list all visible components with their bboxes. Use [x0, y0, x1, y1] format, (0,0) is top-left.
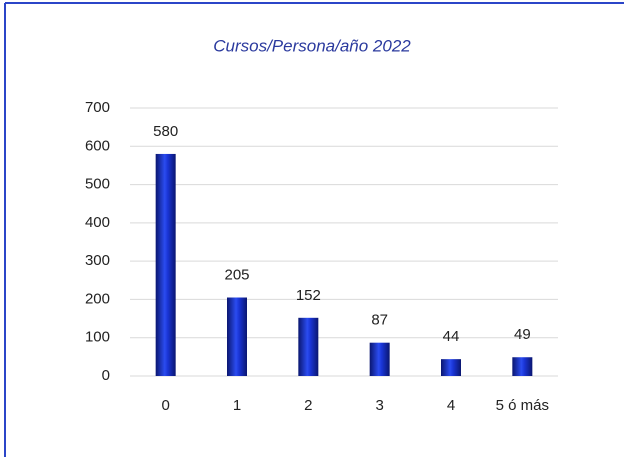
- bar: [369, 342, 390, 376]
- bar: [441, 359, 461, 376]
- x-tick-label: 4: [447, 397, 455, 414]
- bar: [155, 153, 176, 376]
- data-label: 580: [153, 123, 178, 140]
- data-label: 49: [514, 326, 531, 343]
- data-label: 205: [224, 266, 249, 283]
- data-label: 87: [371, 312, 388, 329]
- y-tick-label: 200: [85, 290, 110, 307]
- y-tick-label: 100: [85, 329, 110, 346]
- y-tick-label: 0: [102, 367, 110, 384]
- x-tick-label: 5 ó más: [496, 397, 549, 414]
- bar: [512, 357, 533, 376]
- x-tick-label: 2: [304, 397, 312, 414]
- x-tick-label: 3: [375, 397, 383, 414]
- y-tick-label: 700: [85, 99, 110, 116]
- bar: [227, 297, 247, 376]
- x-tick-label: 0: [161, 397, 169, 414]
- data-label: 152: [296, 287, 321, 304]
- y-tick-label: 500: [85, 176, 110, 193]
- y-tick-label: 600: [85, 137, 110, 154]
- y-tick-label: 300: [85, 252, 110, 269]
- y-tick-label: 400: [85, 214, 110, 231]
- bar: [298, 317, 319, 376]
- x-tick-label: 1: [233, 397, 241, 414]
- chart-title: Cursos/Persona/año 2022: [213, 36, 411, 55]
- data-label: 44: [443, 328, 460, 345]
